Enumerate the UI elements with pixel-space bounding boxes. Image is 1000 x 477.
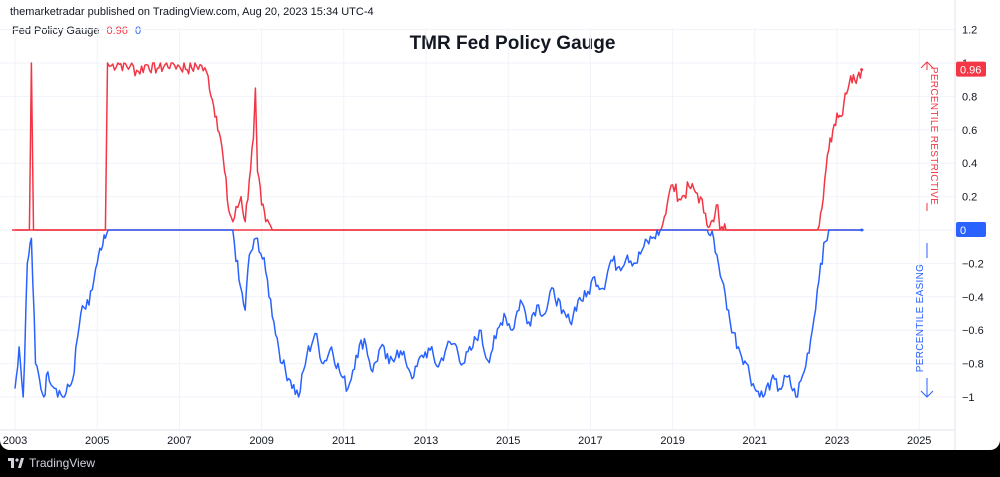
series-line-restrictive [15, 62, 863, 231]
legend-value-easing: 0 [134, 25, 142, 37]
x-tick-label: 2019 [660, 435, 684, 447]
y-tick-label: 0.2 [962, 192, 977, 204]
x-tick-label: 2023 [825, 435, 849, 447]
x-tick-label: 2021 [743, 435, 767, 447]
indicator-legend[interactable]: Fed Policy Gauge 0.96 0 [12, 25, 141, 37]
x-tick-label: 2015 [496, 435, 520, 447]
last-value-label-easing: 0 [960, 225, 966, 237]
tradingview-logo-icon [8, 458, 24, 468]
x-tick-label: 2013 [414, 435, 438, 447]
y-tick-label: −0.6 [962, 325, 984, 337]
x-tick-label: 2007 [167, 435, 191, 447]
chart-canvas[interactable]: 1.210.80.60.40.20−0.2−0.4−0.6−0.8−120032… [0, 0, 1000, 450]
y-tick-label: −0.8 [962, 359, 984, 371]
footer: TradingView [8, 456, 95, 470]
x-tick-label: 2009 [249, 435, 273, 447]
y-tick-label: −0.4 [962, 292, 984, 304]
chart-panel: themarketradar published on TradingView.… [0, 0, 1000, 450]
last-value-label-restrictive: 0.96 [960, 65, 981, 77]
annotation-percentile-easing: PERCENTILE EASING [915, 264, 926, 372]
y-tick-label: −1 [962, 392, 975, 404]
arrow-down-icon [920, 390, 934, 398]
series-last-point-restrictive [860, 68, 864, 72]
annotation-percentile-restrictive: PERCENTILE RESTRICTIVE [928, 67, 939, 205]
series-line-easing [14, 229, 862, 398]
legend-value-restrictive: 0.96 [106, 25, 128, 37]
chart-title: TMR Fed Policy Gauge [409, 33, 616, 54]
footer-brand: TradingView [29, 456, 96, 470]
legend-name: Fed Policy Gauge [12, 25, 100, 37]
y-tick-label: −0.2 [962, 258, 984, 270]
x-tick-label: 2017 [578, 435, 602, 447]
x-tick-label: 2025 [907, 435, 931, 447]
publisher-attribution: themarketradar published on TradingView.… [10, 6, 374, 18]
y-tick-label: 0.4 [962, 158, 977, 170]
last-value-label-restrictive-bg [956, 61, 986, 77]
arrow-up-icon [920, 61, 934, 69]
last-value-label-easing-bg [956, 222, 986, 237]
y-tick-label: 0.8 [962, 91, 977, 103]
x-tick-label: 2005 [85, 435, 109, 447]
x-tick-label: 2011 [332, 435, 356, 447]
y-tick-label: 1.2 [962, 25, 977, 37]
series-last-point-easing [860, 228, 864, 232]
y-tick-label: 0.6 [962, 125, 977, 137]
x-tick-label: 2003 [3, 435, 27, 447]
